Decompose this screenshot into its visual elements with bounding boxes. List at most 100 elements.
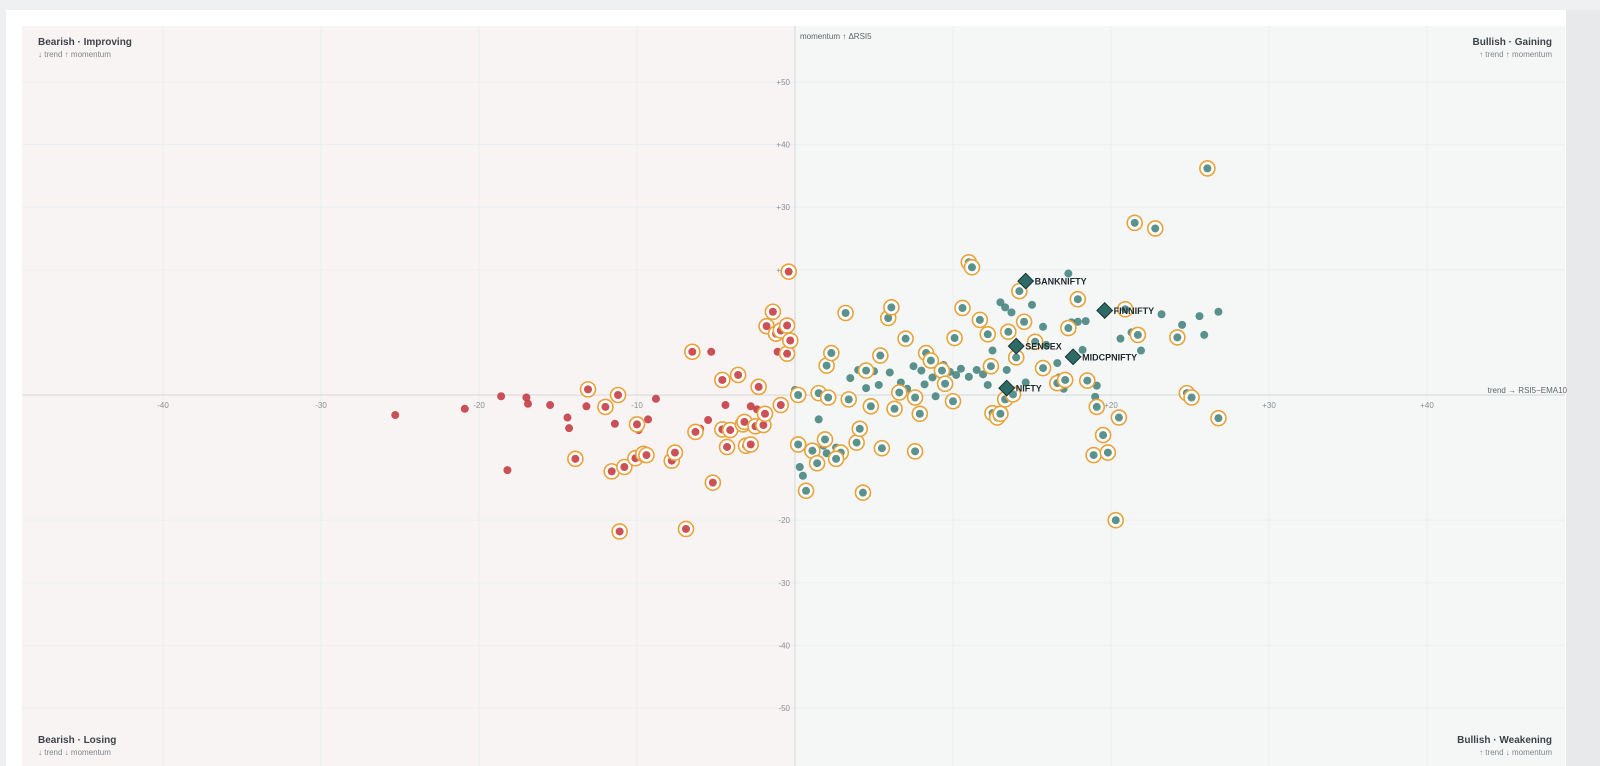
flagged-stock-point[interactable] <box>979 325 997 343</box>
flagged-stock-point[interactable] <box>666 444 684 461</box>
flagged-stock-point[interactable] <box>879 309 897 327</box>
stock-point[interactable] <box>931 392 940 401</box>
stock-point[interactable] <box>391 411 400 420</box>
index-marker-sensex[interactable]: SENSEX <box>1007 337 1062 355</box>
stock-point[interactable] <box>909 362 918 371</box>
index-marker-nifty[interactable]: NIFTY <box>998 379 1042 397</box>
stock-point[interactable] <box>1064 269 1073 278</box>
flagged-stock-point[interactable] <box>999 323 1017 341</box>
stock-point[interactable] <box>964 372 973 381</box>
flagged-stock-point[interactable] <box>906 443 924 460</box>
flagged-stock-point[interactable] <box>857 362 875 379</box>
flagged-stock-point[interactable] <box>683 343 701 361</box>
flagged-stock-point[interactable] <box>1210 409 1227 427</box>
flagged-stock-point[interactable] <box>1088 398 1106 416</box>
stock-point[interactable] <box>1028 300 1036 309</box>
stock-point[interactable] <box>651 394 660 403</box>
stock-point[interactable] <box>546 401 555 410</box>
stock-point[interactable] <box>988 346 997 355</box>
flagged-stock-point[interactable] <box>854 484 872 501</box>
stock-point[interactable] <box>704 416 713 425</box>
flagged-stock-point[interactable] <box>1060 319 1077 337</box>
flagged-stock-point[interactable] <box>922 352 940 369</box>
flagged-stock-point[interactable] <box>819 389 837 406</box>
flagged-stock-point[interactable] <box>579 381 597 398</box>
flagged-stock-point[interactable] <box>1015 313 1033 331</box>
flagged-stock-point[interactable] <box>1169 329 1186 346</box>
flagged-stock-point[interactable] <box>704 474 722 491</box>
flagged-stock-point[interactable] <box>718 438 736 456</box>
flagged-stock-point[interactable] <box>772 396 790 414</box>
flagged-stock-point[interactable] <box>936 375 954 393</box>
flagged-stock-point[interactable] <box>971 311 989 329</box>
stock-point[interactable] <box>497 392 506 401</box>
flagged-stock-point[interactable] <box>873 439 891 457</box>
flagged-stock-point[interactable] <box>954 299 971 317</box>
flagged-stock-point[interactable] <box>1069 290 1087 308</box>
stock-point[interactable] <box>972 365 981 374</box>
flagged-stock-point[interactable] <box>764 303 782 321</box>
stock-point[interactable] <box>1001 303 1010 312</box>
flagged-stock-point[interactable] <box>609 386 627 404</box>
flagged-stock-point[interactable] <box>687 423 704 441</box>
flagged-stock-point[interactable] <box>1099 444 1117 461</box>
flagged-stock-point[interactable] <box>789 436 807 453</box>
stock-point[interactable] <box>795 462 804 471</box>
flagged-stock-point[interactable] <box>1116 300 1134 318</box>
flagged-stock-point[interactable] <box>729 366 747 384</box>
flagged-stock-point[interactable] <box>992 405 1009 423</box>
index-marker-banknifty[interactable]: BANKNIFTY <box>1017 272 1087 290</box>
flagged-stock-point[interactable] <box>789 386 807 404</box>
index-marker-midcpnifty[interactable]: MIDCPNIFTY <box>1064 348 1137 366</box>
flagged-stock-point[interactable] <box>638 446 655 464</box>
flagged-stock-point[interactable] <box>616 458 633 476</box>
stock-point[interactable] <box>952 370 961 379</box>
stock-point[interactable] <box>522 393 531 402</box>
flagged-stock-point[interactable] <box>1094 426 1112 444</box>
flagged-stock-point[interactable] <box>1007 349 1025 366</box>
stock-point[interactable] <box>1021 378 1030 387</box>
flagged-stock-point[interactable] <box>1011 282 1028 300</box>
stock-point[interactable] <box>1157 310 1166 319</box>
stock-point[interactable] <box>846 374 855 383</box>
flagged-stock-point[interactable] <box>840 391 858 408</box>
flagged-stock-point[interactable] <box>611 523 628 540</box>
flagged-stock-point[interactable] <box>897 330 914 347</box>
flagged-stock-point[interactable] <box>818 357 835 374</box>
flagged-stock-point[interactable] <box>1126 214 1143 232</box>
flagged-stock-point[interactable] <box>1199 160 1216 177</box>
flagged-stock-point[interactable] <box>963 258 981 276</box>
flagged-stock-point[interactable] <box>778 317 796 334</box>
stock-point[interactable] <box>1195 312 1204 321</box>
stock-point[interactable] <box>1053 359 1062 368</box>
stock-point[interactable] <box>610 419 619 428</box>
flagged-stock-point[interactable] <box>1034 359 1052 377</box>
flagged-stock-point[interactable] <box>848 434 865 451</box>
flagged-stock-point[interactable] <box>778 345 796 362</box>
stock-point[interactable] <box>1078 345 1087 354</box>
flagged-stock-point[interactable] <box>862 397 880 415</box>
flagged-stock-point[interactable] <box>797 482 815 500</box>
flagged-stock-point[interactable] <box>933 362 951 379</box>
flagged-stock-point[interactable] <box>1056 371 1074 389</box>
flagged-stock-point[interactable] <box>750 378 767 396</box>
flagged-stock-point[interactable] <box>742 436 760 453</box>
stock-point[interactable] <box>920 380 929 389</box>
stock-point[interactable] <box>1002 365 1011 374</box>
flagged-stock-point[interactable] <box>804 442 821 460</box>
stock-point[interactable] <box>1116 334 1125 343</box>
stock-point[interactable] <box>996 298 1005 307</box>
flagged-stock-point[interactable] <box>781 332 799 349</box>
stock-point[interactable] <box>1007 308 1016 317</box>
flagged-stock-point[interactable] <box>1129 326 1147 344</box>
stock-point[interactable] <box>1200 330 1209 339</box>
flagged-stock-point[interactable] <box>1107 511 1125 529</box>
flagged-stock-point[interactable] <box>883 299 900 316</box>
flagged-stock-point[interactable] <box>628 416 646 433</box>
flagged-stock-point[interactable] <box>808 454 826 472</box>
stock-point[interactable] <box>707 347 716 356</box>
stock-point[interactable] <box>822 449 831 458</box>
flagged-stock-point[interactable] <box>872 347 889 364</box>
flagged-stock-point[interactable] <box>677 520 695 538</box>
flagged-stock-point[interactable] <box>823 344 840 362</box>
